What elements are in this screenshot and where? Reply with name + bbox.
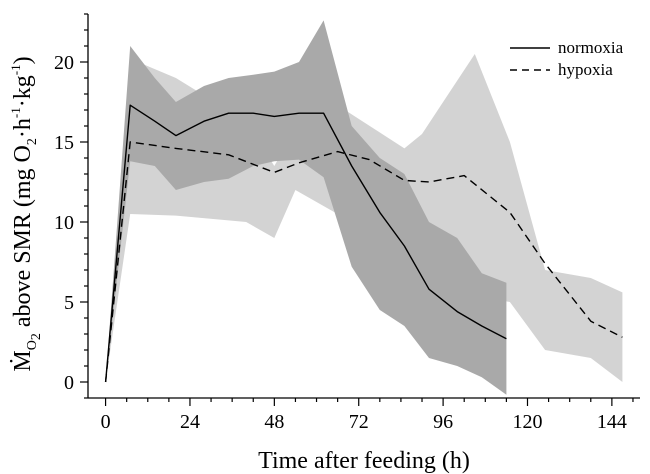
axes [80,13,640,406]
x-tick-label: 144 [597,411,627,433]
y-axis-title-part: Ṁ [10,350,36,371]
x-tick-label: 120 [512,411,542,433]
x-tick-label: 48 [264,411,284,433]
y-axis-title-part: 2 [25,138,40,145]
y-axis-title-part: ·h [10,118,36,138]
y-tick-label: 0 [64,372,74,394]
legend-label-hypoxia: hypoxia [558,60,613,79]
y-axis-title-part: -1 [8,107,23,118]
y-axis-title-part: O [25,340,40,350]
y-axis-title-part: above SMR (mg O [10,145,36,333]
x-axis-title: Time after feeding (h) [258,448,470,474]
x-tick-label: 72 [349,411,369,433]
y-axis-title-part: 2 [29,333,44,340]
series-line-hypoxia [104,141,623,383]
series-lines [104,104,623,383]
y-axis-title-part: ·kg [10,75,36,107]
legend-label-normoxia: normoxia [558,38,624,57]
x-tick-label: 0 [101,411,111,433]
y-tick-label: 5 [64,292,74,314]
x-tick-label: 24 [180,411,200,433]
y-tick-label: 15 [54,132,74,154]
tick-labels: 0 24 48 72 96 120 144 0 5 10 15 20 [54,52,627,433]
y-axis-title-part: -1 [8,64,23,75]
confidence-bands [105,20,623,395]
band-normoxia [105,20,507,395]
y-tick-label: 20 [54,52,74,74]
x-tick-label: 96 [433,411,453,433]
series-line-normoxia [104,104,507,383]
legend: normoxia hypoxia [510,38,624,79]
y-tick-label: 10 [54,212,74,234]
y-axis-title-part: ) [10,56,36,64]
y-axis-title: ṀO2 above SMR (mg O2·h-1·kg-1) [8,56,44,371]
